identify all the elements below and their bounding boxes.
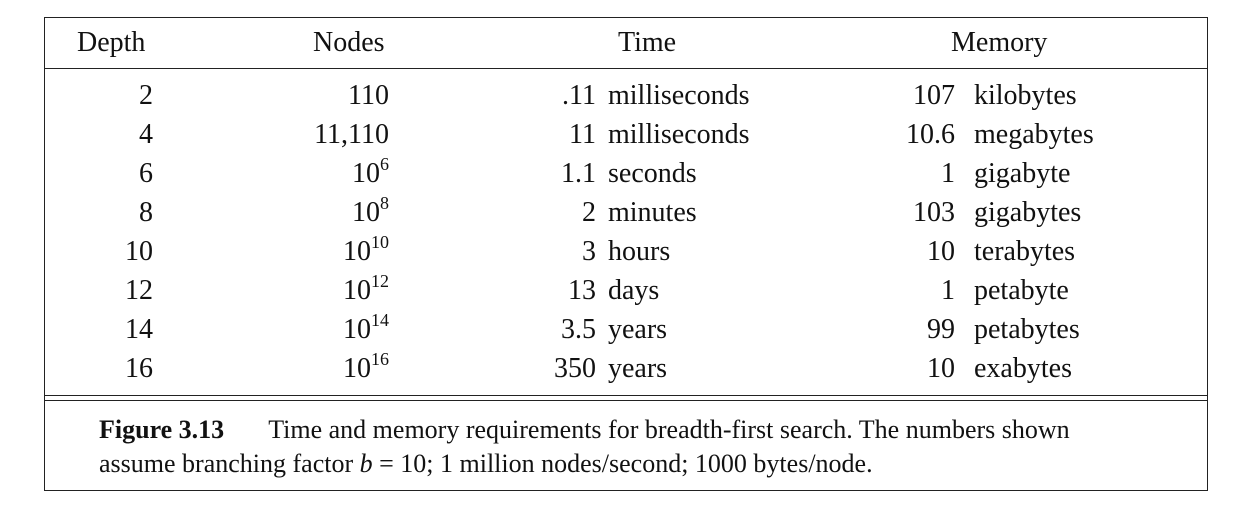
depth-cell: 2 bbox=[139, 80, 153, 111]
time-unit-cell: milliseconds bbox=[608, 119, 750, 150]
nodes-base: 10 bbox=[352, 197, 380, 228]
time-unit-cell: minutes bbox=[608, 197, 697, 228]
time-value-cell: 3.5 bbox=[561, 314, 596, 345]
time-unit-cell: milliseconds bbox=[608, 80, 750, 111]
memory-unit-cell: gigabytes bbox=[974, 197, 1082, 228]
header-memory: Memory bbox=[951, 27, 1048, 58]
nodes-base: 10 bbox=[343, 353, 371, 384]
memory-value-cell: 10.6 bbox=[906, 119, 955, 150]
time-value-cell: 350 bbox=[554, 353, 596, 384]
nodes-exponent: 6 bbox=[380, 154, 389, 174]
memory-unit-cell: petabytes bbox=[974, 314, 1080, 345]
depth-cell: 4 bbox=[139, 119, 153, 150]
time-value-cell: 1.1 bbox=[561, 158, 596, 189]
nodes-base: 110 bbox=[348, 80, 389, 111]
caption-text-2-suffix: = 10; 1 million nodes/second; 1000 bytes… bbox=[372, 449, 873, 478]
time-value-cell: .11 bbox=[562, 80, 596, 111]
nodes-cell: 11,110 bbox=[314, 119, 389, 151]
depth-cell: 16 bbox=[125, 353, 153, 384]
memory-value-cell: 103 bbox=[913, 197, 955, 228]
memory-value-cell: 10 bbox=[927, 353, 955, 384]
memory-unit-cell: exabytes bbox=[974, 353, 1072, 384]
nodes-cell: 106 bbox=[352, 155, 389, 190]
time-unit-cell: years bbox=[608, 314, 668, 345]
time-value-cell: 3 bbox=[582, 236, 596, 267]
time-unit-cell: seconds bbox=[608, 158, 697, 189]
time-unit-cell: days bbox=[608, 275, 660, 306]
nodes-cell: 1010 bbox=[343, 233, 389, 268]
caption-text-2-prefix: assume branching factor bbox=[99, 449, 360, 478]
nodes-base: 11,110 bbox=[314, 119, 389, 150]
caption-line-1: Figure 3.13 Time and memory requirements … bbox=[99, 413, 1179, 447]
nodes-cell: 1016 bbox=[343, 350, 389, 385]
nodes-base: 10 bbox=[343, 236, 371, 267]
depth-cell: 6 bbox=[139, 158, 153, 189]
caption-rule-top bbox=[45, 395, 1207, 396]
nodes-exponent: 14 bbox=[371, 310, 389, 330]
time-unit-cell: hours bbox=[608, 236, 671, 267]
nodes-base: 10 bbox=[343, 275, 371, 306]
nodes-exponent: 10 bbox=[371, 232, 389, 252]
memory-unit-cell: megabytes bbox=[974, 119, 1094, 150]
header-depth: Depth bbox=[77, 27, 146, 58]
memory-value-cell: 1 bbox=[941, 158, 955, 189]
nodes-base: 10 bbox=[352, 158, 380, 189]
time-value-cell: 11 bbox=[569, 119, 596, 150]
caption-rule-bottom bbox=[45, 400, 1207, 401]
depth-cell: 12 bbox=[125, 275, 153, 306]
nodes-exponent: 12 bbox=[371, 271, 389, 291]
branching-factor-var: b bbox=[359, 449, 373, 478]
nodes-base: 10 bbox=[343, 314, 371, 345]
memory-unit-cell: gigabyte bbox=[974, 158, 1071, 189]
header-time: Time bbox=[618, 27, 677, 58]
caption-line-2: assume branching factor b = 10; 1 millio… bbox=[99, 447, 1179, 481]
depth-cell: 8 bbox=[139, 197, 153, 228]
memory-value-cell: 107 bbox=[913, 80, 955, 111]
nodes-cell: 1012 bbox=[343, 272, 389, 307]
nodes-exponent: 8 bbox=[380, 193, 389, 213]
figure-caption: Figure 3.13 Time and memory requirements … bbox=[99, 413, 1179, 481]
caption-text-1: Time and memory requirements for breadth… bbox=[268, 415, 1070, 444]
nodes-cell: 108 bbox=[352, 194, 389, 229]
time-value-cell: 2 bbox=[582, 197, 596, 228]
nodes-exponent: 16 bbox=[371, 349, 389, 369]
figure-label: Figure 3.13 bbox=[99, 415, 225, 444]
nodes-cell: 1014 bbox=[343, 311, 389, 346]
depth-cell: 10 bbox=[125, 236, 153, 267]
nodes-cell: 110 bbox=[348, 80, 389, 112]
memory-value-cell: 1 bbox=[941, 275, 955, 306]
memory-value-cell: 10 bbox=[927, 236, 955, 267]
memory-unit-cell: terabytes bbox=[974, 236, 1076, 267]
header-nodes: Nodes bbox=[313, 27, 385, 58]
memory-value-cell: 99 bbox=[927, 314, 955, 345]
header-rule bbox=[45, 68, 1207, 69]
time-unit-cell: years bbox=[608, 353, 668, 384]
memory-unit-cell: kilobytes bbox=[974, 80, 1077, 111]
time-value-cell: 13 bbox=[568, 275, 596, 306]
memory-unit-cell: petabyte bbox=[974, 275, 1069, 306]
figure-frame: Depth Nodes Time Memory 2 110.11 milliseco… bbox=[44, 17, 1208, 491]
depth-cell: 14 bbox=[125, 314, 153, 345]
